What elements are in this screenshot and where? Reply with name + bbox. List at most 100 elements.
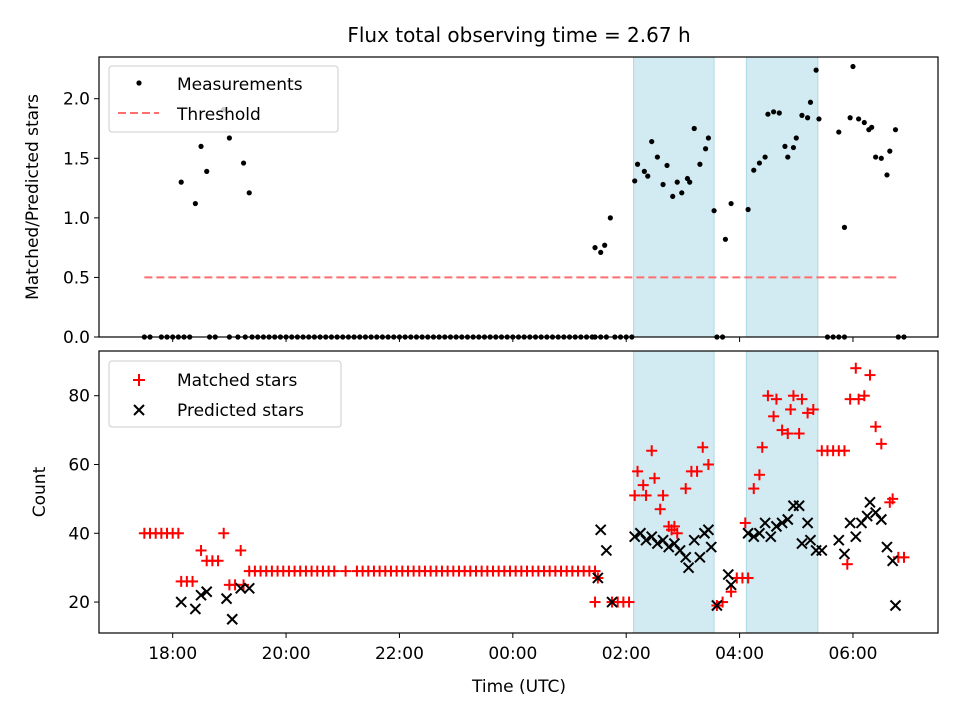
chart-title: Flux total observing time = 2.67 h [347, 23, 690, 47]
matched-star-point [756, 441, 768, 453]
matched-star-point [589, 596, 601, 608]
predicted-star-point [640, 534, 652, 546]
measurement-point [745, 206, 751, 213]
matched-star-point [340, 565, 352, 577]
measurement-point [776, 110, 782, 116]
matched-star-point [793, 428, 805, 440]
predicted-star-point [748, 531, 760, 543]
legend-matched-label: Matched stars [177, 371, 297, 391]
matched-star-point [770, 393, 782, 405]
legend-threshold-label: Threshold [176, 105, 261, 125]
predicted-star-point [765, 531, 777, 543]
bottom-legend: Matched stars Predicted stars [108, 360, 342, 428]
measurement-point [192, 200, 198, 207]
predicted-star-point [688, 534, 700, 546]
measurement-point [813, 67, 819, 73]
predicted-star-point [742, 527, 754, 539]
measurement-point [702, 146, 709, 152]
measurement-point [892, 127, 899, 133]
matched-star-point [218, 527, 230, 539]
measurement-point [807, 99, 814, 105]
legend-matched-marker [133, 374, 145, 386]
matched-star-point [796, 393, 808, 405]
predicted-star-point [886, 555, 899, 567]
predicted-star-point [722, 568, 734, 581]
top-y-tick-label: 1.5 [63, 149, 90, 169]
measurement-point [756, 160, 763, 166]
matched-star-point [629, 489, 641, 501]
measurement-point [765, 111, 771, 117]
bottom-y-tick-label: 80 [68, 387, 90, 407]
x-tick-label: 06:00 [828, 644, 877, 664]
predicted-star-point [864, 496, 876, 509]
x-tick-label: 18:00 [148, 644, 197, 664]
predicted-star-point [175, 596, 187, 608]
top-shaded-regions [633, 56, 819, 338]
measurement-point [884, 172, 890, 178]
predicted-star-point [725, 579, 737, 591]
measurement-point [799, 112, 805, 118]
matched-star-point [649, 472, 661, 484]
matched-star-point [850, 362, 862, 374]
measurement-point [790, 144, 797, 151]
predicted-star-point [804, 534, 817, 546]
bottom-axes-frame [98, 350, 939, 634]
predicted-star-point [592, 572, 604, 584]
x-tick-label: 04:00 [715, 644, 764, 664]
predicted-star-point [776, 517, 788, 529]
matched-star-point [739, 517, 751, 529]
matched-star-point [680, 483, 692, 495]
predicted-star-point [889, 599, 902, 612]
matched-star-point [637, 479, 649, 491]
legend-predicted-marker [133, 404, 145, 416]
predicted-star-point [838, 548, 851, 560]
predicted-star-point [600, 544, 613, 557]
predicted-star-point [753, 527, 766, 539]
measurement-point [602, 242, 608, 248]
measurement-point [634, 161, 641, 167]
top-legend-box [108, 65, 339, 133]
bottom-legend-box [108, 360, 342, 428]
measurement-point [670, 193, 676, 200]
predicted-star-point [680, 551, 692, 564]
predicted-star-point [881, 541, 893, 553]
predicted-star-point [606, 596, 618, 608]
measurement-point [816, 116, 822, 122]
x-tick-label: 02:00 [602, 644, 651, 664]
predicted-star-point [705, 541, 717, 553]
matched-star-point [858, 390, 870, 402]
top-x-ticks [172, 337, 854, 342]
matched-star-point [787, 390, 799, 402]
legend-measurements-marker [136, 80, 142, 86]
bottom-y-tick-label: 20 [68, 593, 90, 613]
measurement-point [664, 162, 670, 169]
matched-star-point [782, 428, 794, 440]
matched-star-point [328, 565, 340, 577]
predicted-star-point [801, 517, 814, 529]
matched-star-point [646, 445, 658, 457]
matched-star-point [753, 469, 765, 481]
top-axes-frame [98, 56, 939, 338]
predicted-star-point [651, 537, 664, 550]
matched-star-point [748, 483, 760, 495]
matched-star-point [841, 558, 853, 570]
predicted-star-point [833, 534, 845, 546]
top-y-ticks: 0.0 0.5 1.0 1.5 2.0 [63, 90, 99, 348]
predicted-star-point [226, 613, 238, 625]
measurement-point [246, 190, 252, 196]
matched-star-point [853, 393, 865, 405]
measurement-point [641, 168, 647, 174]
measurement-point [691, 125, 697, 132]
matched-star-point [864, 369, 876, 381]
measurement-point [178, 179, 184, 185]
matched-star-point [654, 503, 666, 515]
measurement-point [873, 154, 879, 160]
measurement-point [607, 215, 613, 221]
predicted-star-point [850, 531, 862, 543]
measurement-point [240, 160, 247, 166]
measurement-point [598, 249, 604, 256]
matched-star-point [875, 438, 887, 450]
matched-star-point [870, 421, 882, 433]
matched-star-point [235, 544, 247, 556]
matched-star-point [762, 390, 774, 402]
